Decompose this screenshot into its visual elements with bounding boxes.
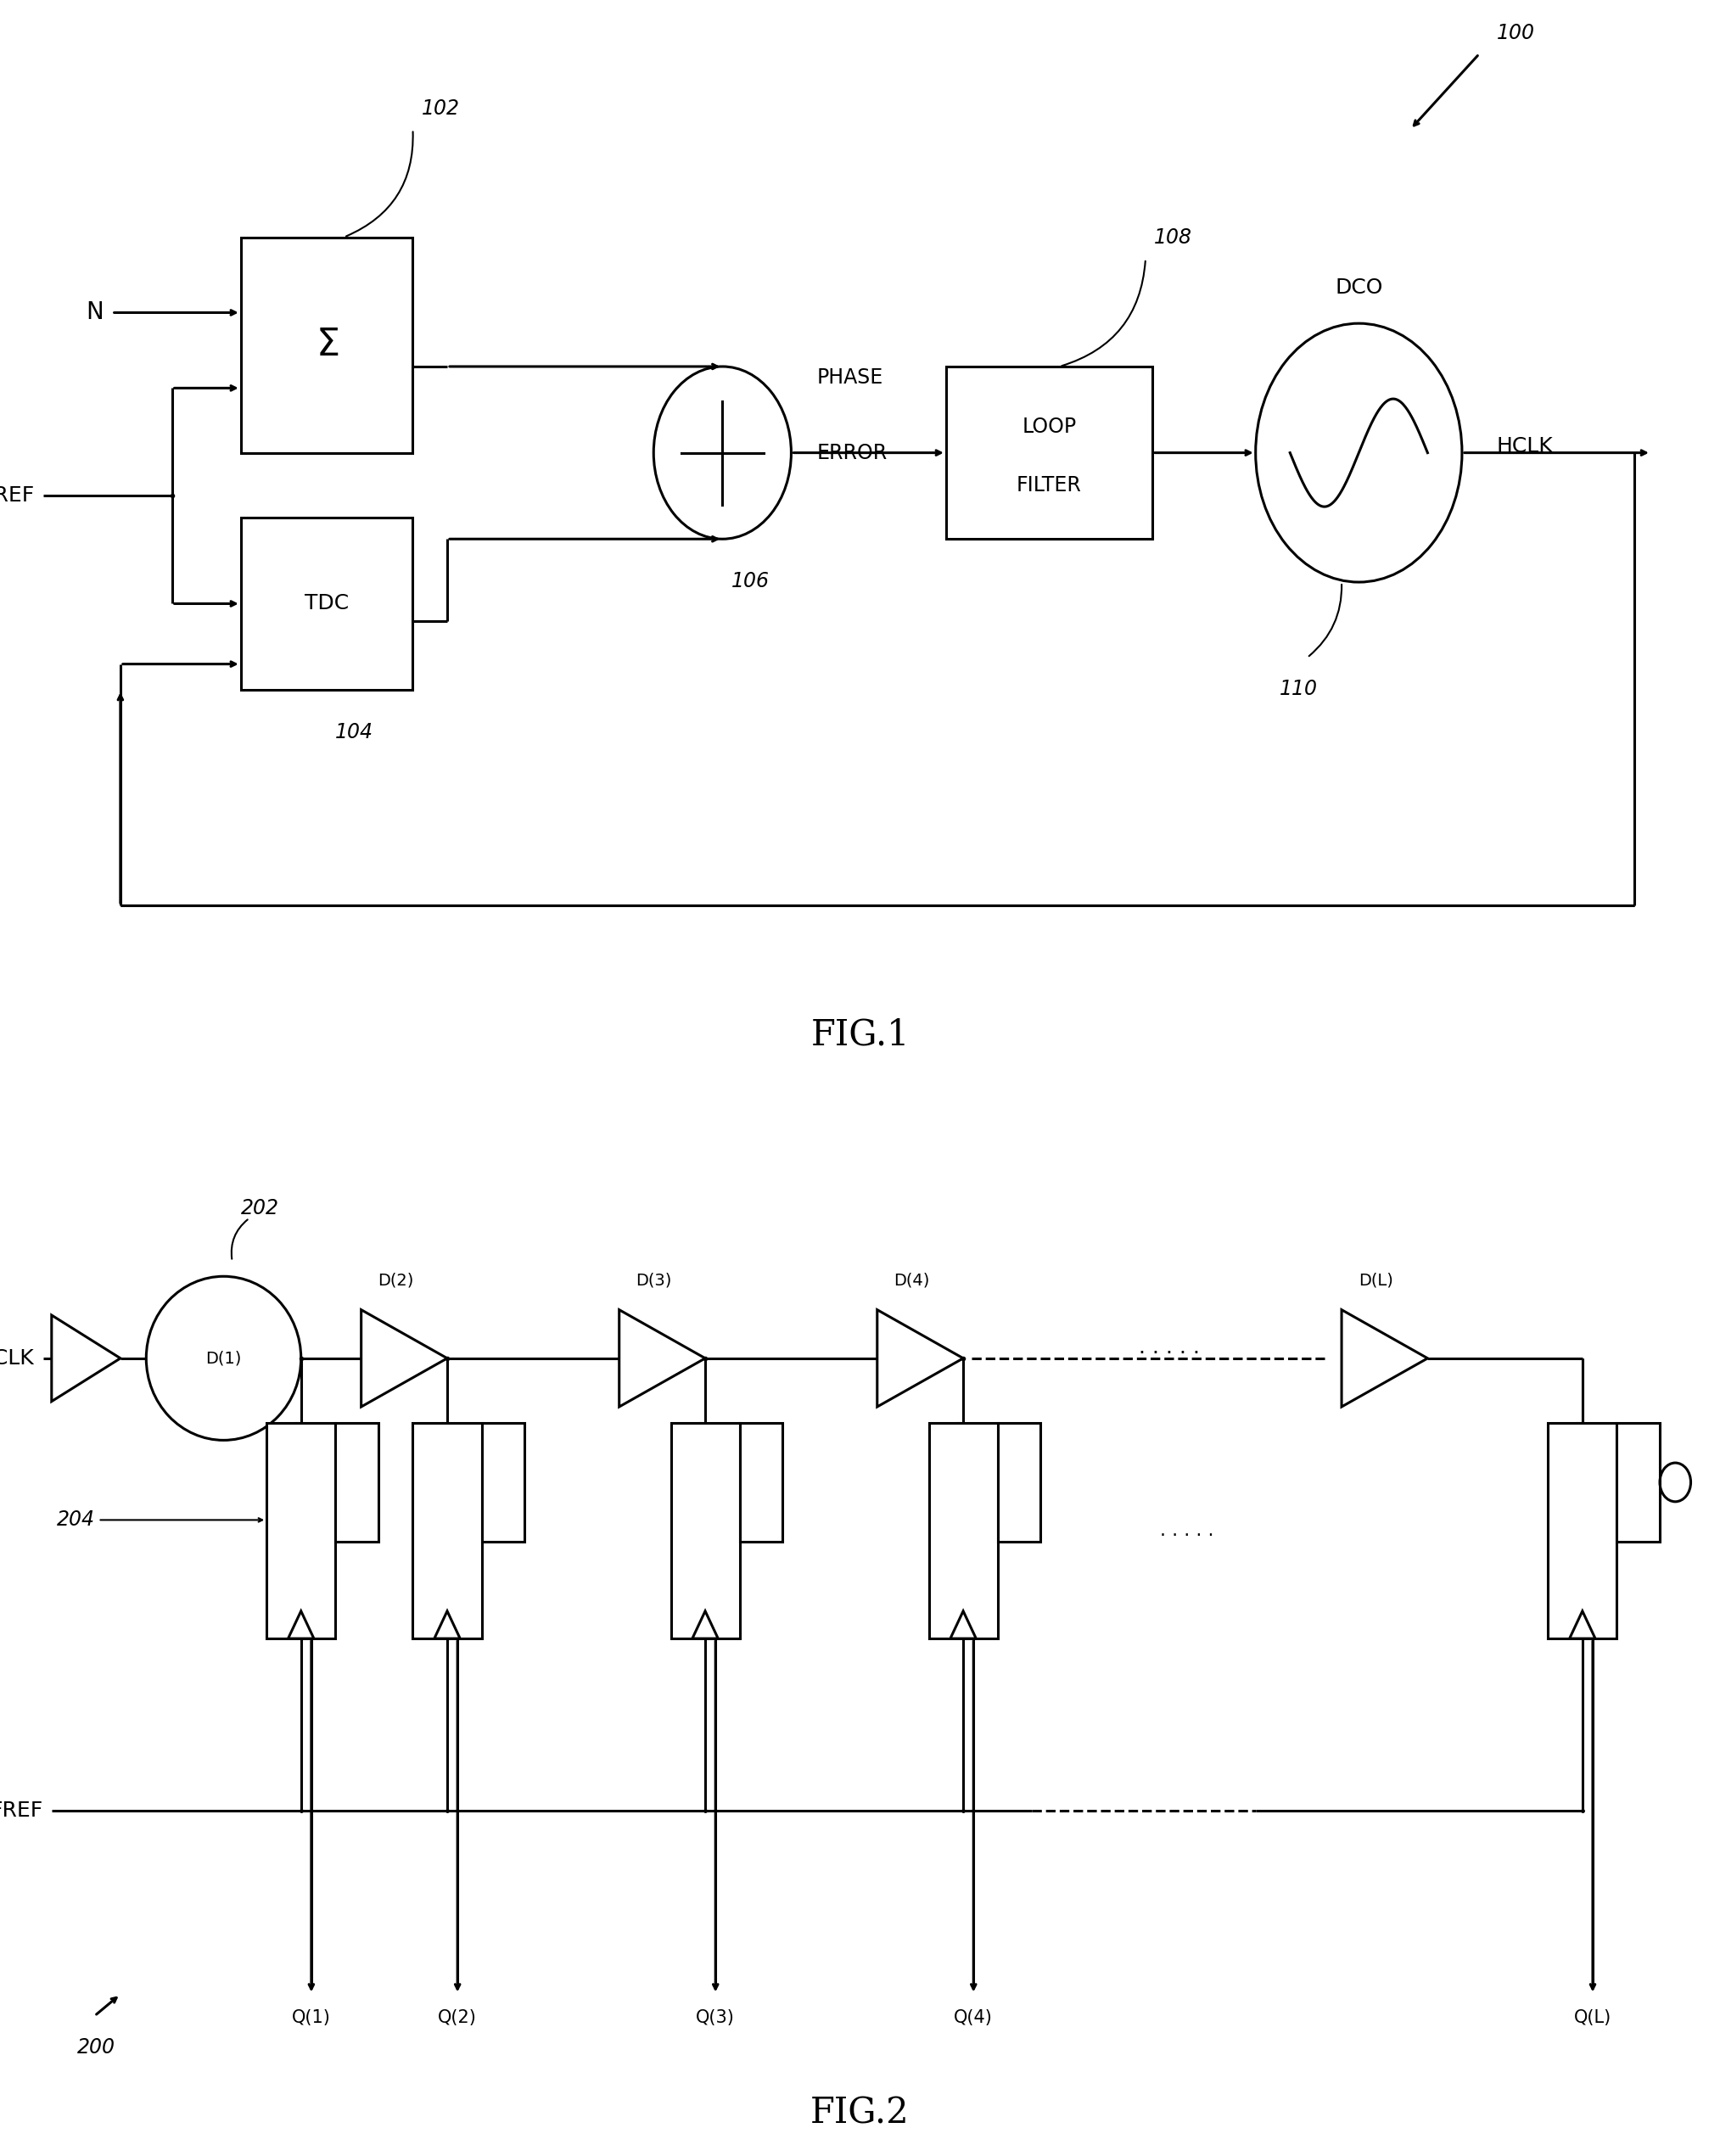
Text: . . . . .: . . . . . — [1159, 1522, 1214, 1539]
Text: FIG.1: FIG.1 — [810, 1018, 910, 1052]
Bar — [267, 1423, 335, 1639]
Text: FILTER: FILTER — [1017, 474, 1082, 496]
Text: 102: 102 — [421, 99, 459, 119]
Bar — [929, 1423, 998, 1639]
Text: 108: 108 — [1154, 229, 1192, 248]
Bar — [241, 237, 413, 453]
Text: 106: 106 — [731, 571, 769, 591]
Text: D(1): D(1) — [206, 1350, 241, 1367]
Text: Q(2): Q(2) — [439, 2009, 476, 2027]
Text: 204: 204 — [57, 1509, 95, 1531]
Text: D(L): D(L) — [1359, 1272, 1393, 1287]
Text: 104: 104 — [335, 722, 373, 742]
Bar — [241, 517, 413, 690]
Text: D(3): D(3) — [636, 1272, 671, 1287]
Text: 200: 200 — [77, 2037, 115, 2057]
Text: . . . . .: . . . . . — [1139, 1337, 1201, 1358]
Text: FIG.2: FIG.2 — [810, 2096, 910, 2130]
Bar — [1548, 1423, 1617, 1639]
Text: HCLK: HCLK — [0, 1348, 34, 1369]
Text: D(2): D(2) — [378, 1272, 413, 1287]
Text: 202: 202 — [241, 1199, 279, 1218]
Bar — [413, 1423, 482, 1639]
Text: TDC: TDC — [304, 593, 349, 614]
Text: Q(1): Q(1) — [292, 2009, 330, 2027]
Text: FREF: FREF — [0, 485, 34, 507]
Bar — [1617, 1423, 1660, 1542]
Text: DCO: DCO — [1335, 278, 1383, 298]
Text: PHASE: PHASE — [817, 369, 884, 388]
Text: 100: 100 — [1496, 24, 1534, 43]
Bar — [946, 367, 1152, 539]
Bar — [482, 1423, 525, 1542]
Text: Q(3): Q(3) — [697, 2009, 734, 2027]
Text: LOOP: LOOP — [1022, 416, 1077, 438]
Bar — [671, 1423, 740, 1639]
Text: N: N — [86, 300, 103, 326]
Text: $\Sigma$: $\Sigma$ — [315, 328, 339, 362]
Bar — [998, 1423, 1041, 1542]
Bar — [335, 1423, 378, 1542]
Text: FREF: FREF — [0, 1800, 43, 1822]
Text: ERROR: ERROR — [817, 444, 888, 464]
Text: HCLK: HCLK — [1496, 436, 1553, 457]
Bar — [740, 1423, 783, 1542]
Text: Q(4): Q(4) — [955, 2009, 992, 2027]
Text: 110: 110 — [1280, 679, 1318, 699]
Text: Q(L): Q(L) — [1574, 2009, 1612, 2027]
Text: D(4): D(4) — [894, 1272, 929, 1287]
